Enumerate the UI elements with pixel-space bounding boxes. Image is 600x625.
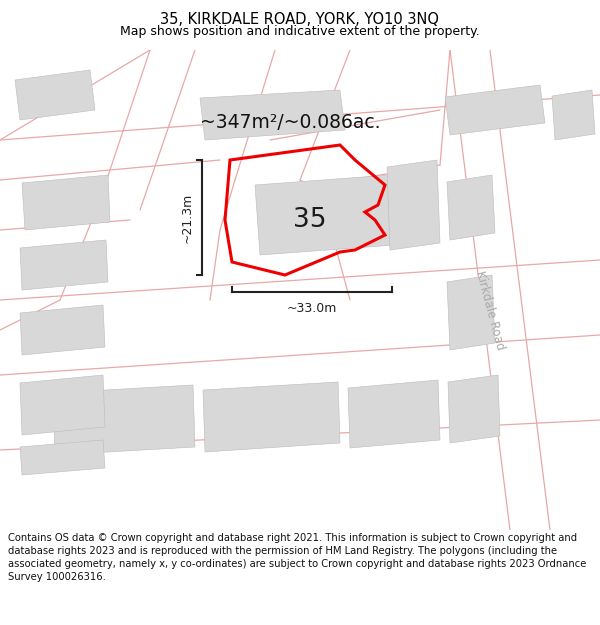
Polygon shape	[20, 240, 108, 290]
Polygon shape	[552, 90, 595, 140]
Polygon shape	[20, 440, 105, 475]
Polygon shape	[445, 85, 545, 135]
Polygon shape	[255, 175, 395, 255]
Polygon shape	[387, 160, 440, 250]
Text: Map shows position and indicative extent of the property.: Map shows position and indicative extent…	[120, 24, 480, 38]
Text: ~21.3m: ~21.3m	[181, 192, 194, 242]
Polygon shape	[200, 90, 345, 140]
Polygon shape	[448, 375, 500, 443]
Polygon shape	[348, 380, 440, 448]
Polygon shape	[20, 375, 105, 435]
Text: ~33.0m: ~33.0m	[287, 302, 337, 315]
Polygon shape	[447, 175, 495, 240]
Polygon shape	[53, 385, 195, 455]
Text: Kirkdale Road: Kirkdale Road	[473, 269, 507, 351]
Polygon shape	[15, 70, 95, 120]
Text: Contains OS data © Crown copyright and database right 2021. This information is : Contains OS data © Crown copyright and d…	[8, 533, 586, 582]
Text: ~347m²/~0.086ac.: ~347m²/~0.086ac.	[200, 112, 380, 131]
Polygon shape	[20, 305, 105, 355]
Text: 35, KIRKDALE ROAD, YORK, YO10 3NQ: 35, KIRKDALE ROAD, YORK, YO10 3NQ	[161, 12, 439, 28]
Polygon shape	[22, 175, 110, 230]
Text: 35: 35	[293, 207, 327, 233]
Polygon shape	[203, 382, 340, 452]
Polygon shape	[447, 275, 495, 350]
